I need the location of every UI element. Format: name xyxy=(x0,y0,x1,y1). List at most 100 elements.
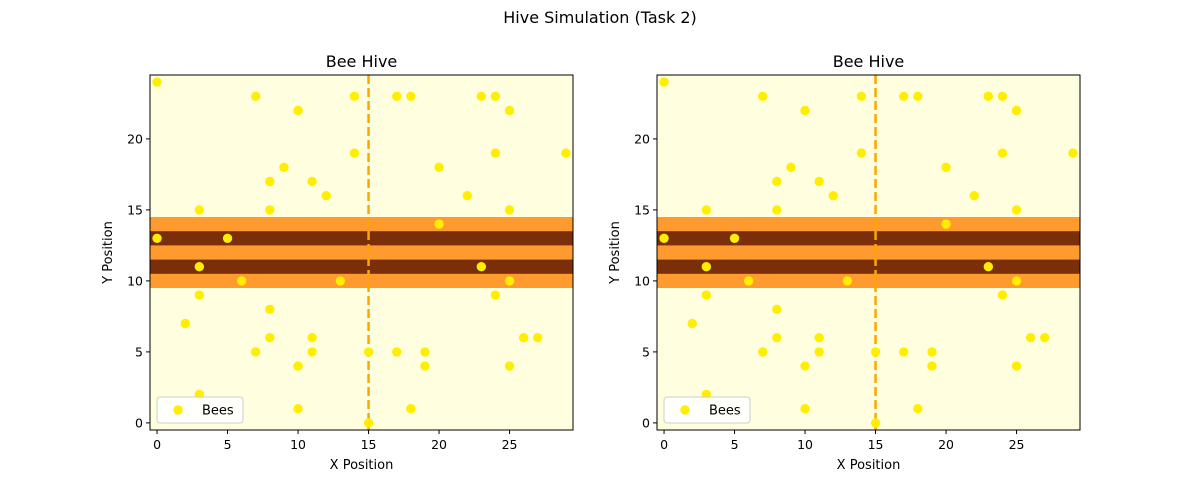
legend-label: Bees xyxy=(709,404,741,419)
bee-point xyxy=(913,91,923,102)
bee-point xyxy=(941,219,951,229)
bee-point xyxy=(828,191,838,201)
y-tick-label: 5 xyxy=(135,344,143,359)
bee-point xyxy=(659,233,669,243)
legend-marker xyxy=(173,405,183,415)
bee-point xyxy=(969,191,979,201)
y-axis-label: Y Position xyxy=(608,221,623,285)
chart-title: Bee Hive xyxy=(326,52,398,71)
bee-point xyxy=(800,105,810,116)
bee-point xyxy=(997,290,1008,300)
chart-title: Bee Hive xyxy=(833,52,905,71)
bee-point xyxy=(476,262,487,272)
x-tick-label: 5 xyxy=(224,437,232,452)
y-tick-label: 0 xyxy=(642,415,650,430)
y-tick-label: 15 xyxy=(127,202,143,217)
x-tick-label: 20 xyxy=(938,437,954,452)
bee-point xyxy=(659,77,669,87)
x-tick-label: 5 xyxy=(731,437,739,452)
hive-band-outer xyxy=(150,217,573,288)
bee-point xyxy=(997,148,1008,158)
bee-point xyxy=(533,333,543,343)
bee-point xyxy=(1011,276,1022,286)
x-tick-label: 20 xyxy=(431,437,447,452)
bee-point xyxy=(814,176,824,187)
bee-point xyxy=(363,347,374,357)
bee-point xyxy=(814,347,824,357)
plot-area xyxy=(657,75,1080,430)
bee-point xyxy=(504,361,515,371)
bee-point xyxy=(504,205,515,215)
bee-point xyxy=(434,219,444,229)
bee-point xyxy=(800,361,810,371)
x-axis-label: X Position xyxy=(837,458,901,473)
bee-point xyxy=(983,91,994,102)
bee-point xyxy=(194,290,205,300)
bee-point xyxy=(983,262,994,272)
bee-point xyxy=(856,91,867,102)
bee-point xyxy=(772,176,782,187)
bee-point xyxy=(701,205,712,215)
plot-frame xyxy=(149,74,574,431)
y-tick-label: 10 xyxy=(127,273,143,288)
bee-point xyxy=(406,404,416,414)
hive-band-outer xyxy=(657,217,1080,288)
bee-point xyxy=(772,304,782,314)
legend-marker xyxy=(680,405,690,415)
bee-point xyxy=(293,361,303,371)
bee-point xyxy=(870,418,881,428)
bee-point xyxy=(349,91,360,102)
x-axis-label: X Position xyxy=(330,458,394,473)
bee-point xyxy=(265,176,275,187)
bee-point xyxy=(842,276,853,286)
bee-point xyxy=(561,148,571,158)
x-tick-label: 10 xyxy=(290,437,306,452)
x-tick-label: 25 xyxy=(1009,437,1025,452)
bee-point xyxy=(420,347,430,357)
bee-point xyxy=(490,148,501,158)
bee-point xyxy=(800,404,810,414)
bee-point xyxy=(1025,333,1036,343)
hive-band-inner xyxy=(657,231,1080,246)
bee-point xyxy=(518,333,529,343)
bee-point xyxy=(265,333,275,343)
bee-point xyxy=(194,262,205,272)
bee-point xyxy=(462,191,472,201)
bee-point xyxy=(899,347,909,357)
bee-point xyxy=(251,91,261,102)
bee-point xyxy=(927,361,937,371)
bee-point xyxy=(335,276,346,286)
bee-point xyxy=(420,361,430,371)
y-tick-label: 20 xyxy=(127,131,143,146)
plot-area xyxy=(150,75,573,430)
y-tick-label: 5 xyxy=(642,344,650,359)
hive-band-inner xyxy=(657,259,1080,274)
bee-point xyxy=(1011,105,1022,116)
bee-point xyxy=(363,418,374,428)
bee-point xyxy=(899,91,909,102)
bee-point xyxy=(251,347,261,357)
plot-frame xyxy=(656,74,1081,431)
bee-point xyxy=(307,333,317,343)
x-tick-label: 15 xyxy=(361,437,377,452)
bee-point xyxy=(772,333,782,343)
x-tick-label: 10 xyxy=(797,437,813,452)
legend-box xyxy=(663,396,751,424)
bee-point xyxy=(758,91,768,102)
bee-point xyxy=(687,318,697,329)
plots-container: 0 5 10 15 20 25 0 5 10 15 20 Bee Hive X Position Y Po… xyxy=(101,52,1081,473)
bee-point xyxy=(236,276,247,286)
bee-point xyxy=(476,91,487,102)
bee-point xyxy=(392,347,402,357)
bee-point xyxy=(321,191,331,201)
bee-point xyxy=(406,91,416,102)
y-tick-label: 10 xyxy=(634,273,650,288)
bee-point xyxy=(1040,333,1050,343)
bee-point xyxy=(307,347,317,357)
bee-point xyxy=(814,333,824,343)
bee-point xyxy=(279,162,289,172)
bee-point xyxy=(772,205,782,215)
bee-point xyxy=(927,347,937,357)
